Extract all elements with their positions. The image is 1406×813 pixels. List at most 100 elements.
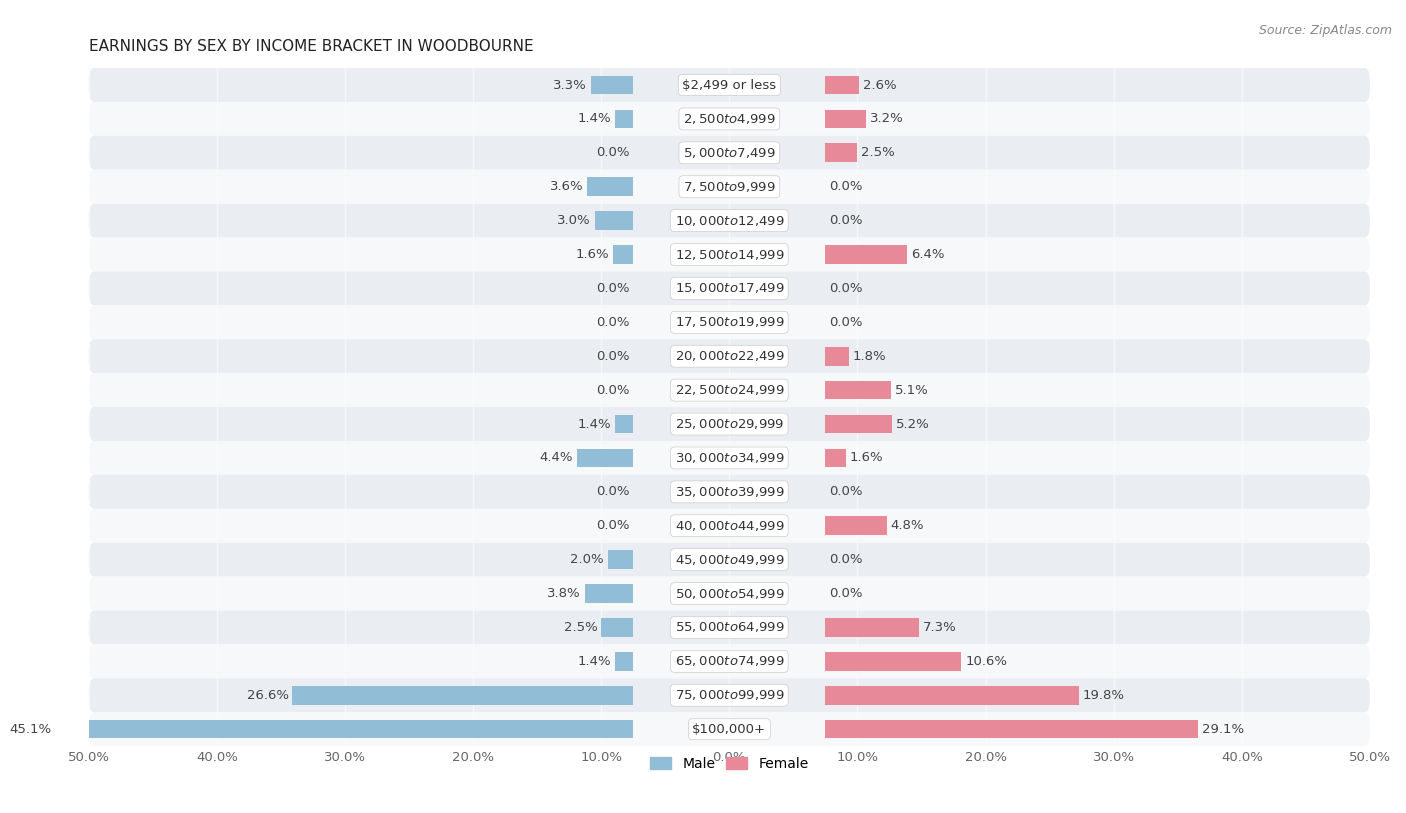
Text: 2.6%: 2.6% <box>863 79 896 92</box>
Text: $2,500 to $4,999: $2,500 to $4,999 <box>683 112 776 126</box>
Text: 4.8%: 4.8% <box>891 520 924 533</box>
Text: $5,000 to $7,499: $5,000 to $7,499 <box>683 146 776 160</box>
Text: 1.6%: 1.6% <box>849 451 883 464</box>
Text: 0.0%: 0.0% <box>830 282 863 295</box>
Bar <box>825 686 1080 705</box>
Text: $40,000 to $44,999: $40,000 to $44,999 <box>675 519 785 533</box>
Text: 0.0%: 0.0% <box>596 282 630 295</box>
FancyBboxPatch shape <box>89 576 1369 611</box>
Text: 6.4%: 6.4% <box>911 248 945 261</box>
FancyBboxPatch shape <box>89 407 1369 441</box>
FancyBboxPatch shape <box>89 136 1369 170</box>
Text: $100,000+: $100,000+ <box>692 723 766 736</box>
Text: 0.0%: 0.0% <box>596 315 630 328</box>
Text: 0.0%: 0.0% <box>596 146 630 159</box>
FancyBboxPatch shape <box>89 306 1369 339</box>
Text: 0.0%: 0.0% <box>830 180 863 193</box>
FancyBboxPatch shape <box>89 339 1369 373</box>
Text: 1.4%: 1.4% <box>578 418 612 431</box>
Bar <box>825 76 859 94</box>
Text: $55,000 to $64,999: $55,000 to $64,999 <box>675 620 785 634</box>
Text: $15,000 to $17,499: $15,000 to $17,499 <box>675 281 785 295</box>
Text: 0.0%: 0.0% <box>830 315 863 328</box>
FancyBboxPatch shape <box>89 611 1369 645</box>
Text: 3.8%: 3.8% <box>547 587 581 600</box>
FancyBboxPatch shape <box>89 441 1369 475</box>
Text: 0.0%: 0.0% <box>830 553 863 566</box>
Bar <box>825 516 887 535</box>
Text: $2,499 or less: $2,499 or less <box>682 79 776 92</box>
Text: 3.0%: 3.0% <box>557 214 591 227</box>
Text: 3.2%: 3.2% <box>870 112 904 125</box>
Text: $22,500 to $24,999: $22,500 to $24,999 <box>675 383 785 397</box>
FancyBboxPatch shape <box>89 68 1369 102</box>
Text: EARNINGS BY SEX BY INCOME BRACKET IN WOODBOURNE: EARNINGS BY SEX BY INCOME BRACKET IN WOO… <box>89 39 533 54</box>
Text: $75,000 to $99,999: $75,000 to $99,999 <box>675 689 785 702</box>
Text: 4.4%: 4.4% <box>540 451 574 464</box>
FancyBboxPatch shape <box>89 237 1369 272</box>
FancyBboxPatch shape <box>89 204 1369 237</box>
Bar <box>588 177 633 196</box>
FancyBboxPatch shape <box>89 373 1369 407</box>
Text: 19.8%: 19.8% <box>1083 689 1125 702</box>
Text: 0.0%: 0.0% <box>596 485 630 498</box>
FancyBboxPatch shape <box>89 272 1369 306</box>
FancyBboxPatch shape <box>89 645 1369 678</box>
FancyBboxPatch shape <box>89 102 1369 136</box>
Text: 0.0%: 0.0% <box>596 384 630 397</box>
Text: 5.1%: 5.1% <box>894 384 928 397</box>
Bar <box>616 415 633 433</box>
FancyBboxPatch shape <box>89 678 1369 712</box>
Text: 45.1%: 45.1% <box>10 723 52 736</box>
Text: 0.0%: 0.0% <box>830 214 863 227</box>
Bar <box>825 246 907 264</box>
Text: 1.8%: 1.8% <box>852 350 886 363</box>
Bar <box>825 143 858 162</box>
Bar <box>825 720 1198 738</box>
Bar <box>825 618 920 637</box>
Text: $35,000 to $39,999: $35,000 to $39,999 <box>675 485 785 499</box>
Legend: Male, Female: Male, Female <box>645 751 814 776</box>
Bar <box>825 449 846 467</box>
Text: $50,000 to $54,999: $50,000 to $54,999 <box>675 586 785 601</box>
Text: 0.0%: 0.0% <box>830 485 863 498</box>
Bar <box>607 550 633 569</box>
Text: 10.6%: 10.6% <box>965 654 1007 667</box>
Text: 5.2%: 5.2% <box>896 418 929 431</box>
FancyBboxPatch shape <box>89 712 1369 746</box>
Text: 3.3%: 3.3% <box>554 79 588 92</box>
Bar <box>55 720 633 738</box>
Text: $30,000 to $34,999: $30,000 to $34,999 <box>675 451 785 465</box>
Text: $7,500 to $9,999: $7,500 to $9,999 <box>683 180 776 193</box>
Bar <box>825 380 891 399</box>
Bar <box>825 652 962 671</box>
Text: $17,500 to $19,999: $17,500 to $19,999 <box>675 315 785 329</box>
Text: Source: ZipAtlas.com: Source: ZipAtlas.com <box>1258 24 1392 37</box>
Bar <box>825 110 866 128</box>
FancyBboxPatch shape <box>89 475 1369 509</box>
Bar <box>613 246 633 264</box>
Text: $20,000 to $22,499: $20,000 to $22,499 <box>675 350 785 363</box>
FancyBboxPatch shape <box>89 170 1369 204</box>
Bar <box>825 347 849 366</box>
Text: 0.0%: 0.0% <box>596 350 630 363</box>
Text: 1.6%: 1.6% <box>575 248 609 261</box>
Bar <box>595 211 633 230</box>
Bar <box>292 686 633 705</box>
Text: $10,000 to $12,499: $10,000 to $12,499 <box>675 214 785 228</box>
Text: 2.5%: 2.5% <box>862 146 896 159</box>
Text: 26.6%: 26.6% <box>246 689 288 702</box>
Text: $65,000 to $74,999: $65,000 to $74,999 <box>675 654 785 668</box>
Text: 7.3%: 7.3% <box>922 621 956 634</box>
Bar <box>616 110 633 128</box>
Bar <box>591 76 633 94</box>
Bar <box>825 415 891 433</box>
Text: 1.4%: 1.4% <box>578 654 612 667</box>
Bar <box>576 449 633 467</box>
Text: 2.0%: 2.0% <box>571 553 603 566</box>
Text: $25,000 to $29,999: $25,000 to $29,999 <box>675 417 785 431</box>
Text: 0.0%: 0.0% <box>596 520 630 533</box>
Text: 0.0%: 0.0% <box>830 587 863 600</box>
FancyBboxPatch shape <box>89 543 1369 576</box>
Bar <box>602 618 633 637</box>
